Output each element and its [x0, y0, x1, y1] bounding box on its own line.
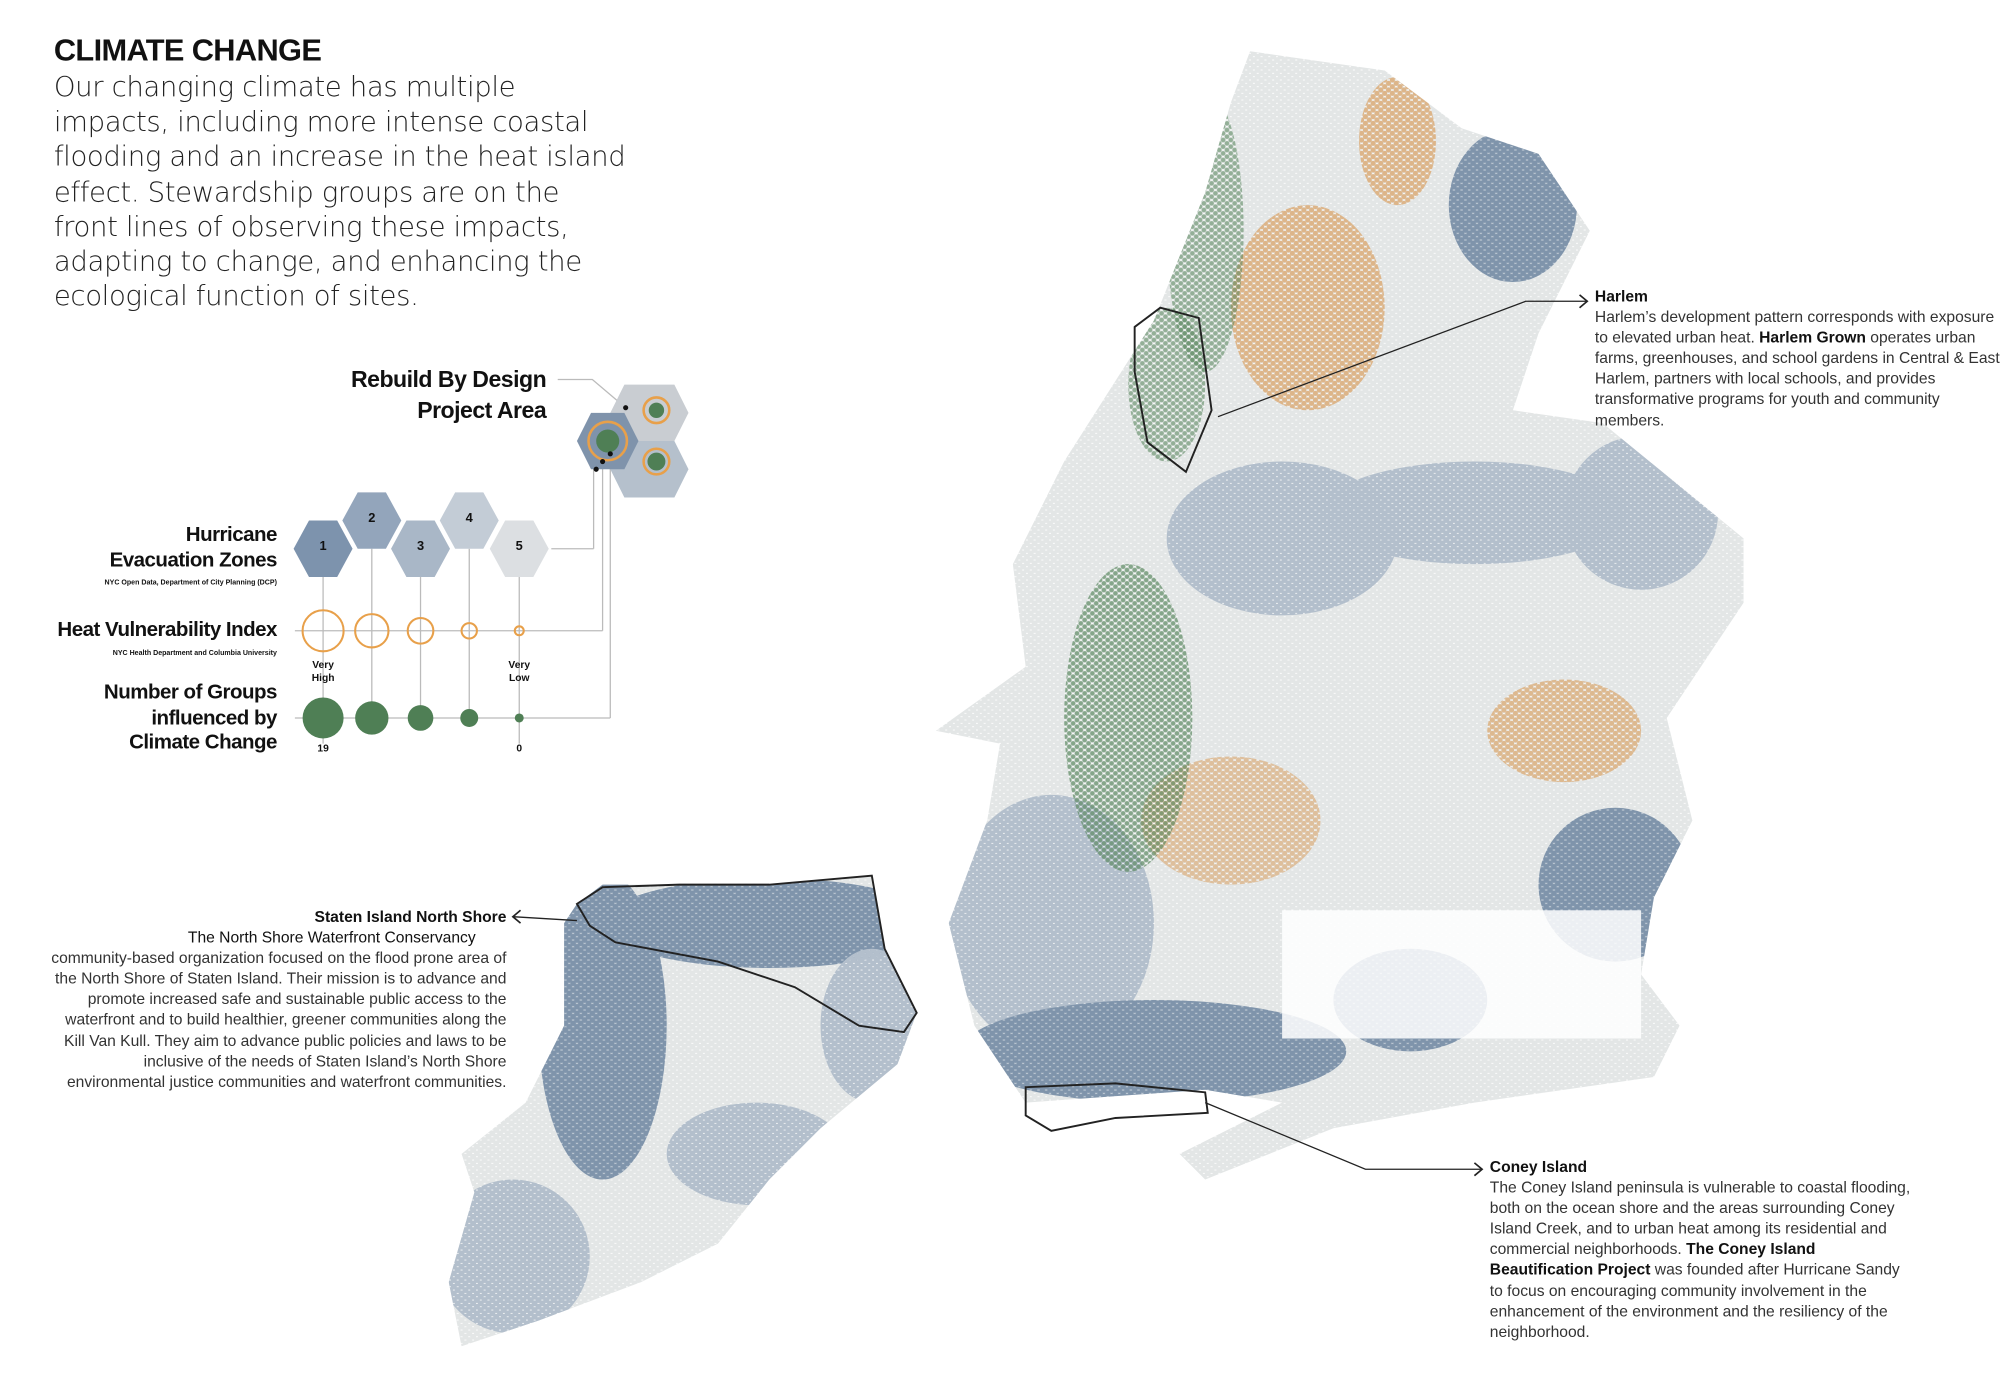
coney-text: The Coney Island peninsula is vulnerable… [1489, 1178, 1911, 1259]
staten-island [448, 875, 917, 1347]
zone-5-hex [489, 520, 549, 577]
zone-5-label: 5 [515, 539, 523, 554]
hurricane-zones-label: Hurricane Evacuation Zones [109, 523, 278, 573]
coney-org: The Coney Island Beautification Project [1489, 1240, 1816, 1279]
zone-4-label: 4 [465, 511, 473, 526]
arrow-left-icon [511, 909, 522, 924]
groups-line-1: Number of Groups [103, 682, 278, 704]
zone-1-label: 1 [319, 539, 327, 554]
page-title: CLIMATE CHANGE [53, 33, 322, 68]
groups-min-label: 0 [516, 742, 523, 754]
harlem-text: Harlem’s development pattern corresponds… [1594, 307, 1995, 347]
harlem-leader-line [1217, 300, 1588, 418]
rebuild-line-1: Rebuild By Design [350, 366, 547, 393]
zone-3-label: 3 [416, 539, 425, 554]
group-count-circles [302, 697, 524, 739]
zone-1-hex [293, 520, 353, 577]
staten-org: The North Shore Waterfront Conservancy [187, 928, 476, 947]
harlem-outline [1133, 306, 1213, 474]
harlem-title: Harlem [1594, 287, 1648, 306]
legend-graphic [294, 378, 627, 744]
groups-label: Number of Groups influenced by Climate Cha… [103, 681, 278, 756]
zone-2-label: 2 [368, 511, 376, 526]
heat-vulnerability-circles [301, 609, 525, 653]
zone-2-hex [342, 492, 402, 549]
staten-callout: Staten Island North Shore The North Shor… [45, 906, 507, 1092]
groups-line-3: Climate Change [129, 732, 277, 754]
hurricane-line-2: Evacuation Zones [109, 549, 278, 572]
coney-title: Coney Island [1489, 1157, 1588, 1176]
coney-callout: Coney Island The Coney Island peninsula … [1490, 1156, 1913, 1342]
heat-source: NYC Health Department and Columbia Unive… [112, 650, 277, 658]
harlem-text-2: operates urban farms, greenhouses, and s… [1594, 328, 2000, 429]
harlem-callout: Harlem Harlem’s development pattern corr… [1595, 286, 2000, 430]
groups-max-label: 19 [317, 742, 329, 754]
very-low-label: Very Low [508, 658, 531, 684]
hurricane-line-1: Hurricane [185, 524, 278, 547]
staten-title: Staten Island North Shore [314, 907, 507, 926]
harlem-org: Harlem Grown [1759, 328, 1866, 347]
intro-text: Our changing climate has multiple impact… [53, 71, 626, 314]
zone-4-hex [439, 492, 499, 549]
zone-3-hex [391, 520, 451, 577]
very-high-label: Very High [311, 658, 335, 684]
coney-leader-line [1204, 1102, 1481, 1170]
staten-leader-line [512, 916, 577, 922]
rebuild-line-2: Project Area [417, 397, 547, 424]
arrow-right-icon [1579, 294, 1589, 309]
heat-index-label: Heat Vulnerability Index [57, 619, 277, 642]
groups-line-2: influenced by [151, 707, 277, 729]
hurricane-source: NYC Open Data, Department of City Planni… [104, 579, 277, 588]
staten-north-shore-outline [575, 874, 918, 1034]
arrow-right-icon [1473, 1162, 1484, 1177]
rebuild-by-design-label: Rebuild By Design Project Area [350, 364, 547, 426]
coney-text-2: was founded after Hurricane Sandy to foc… [1489, 1260, 1900, 1341]
staten-text: community-based organization focused on … [51, 948, 507, 1091]
coney-island-outline [1024, 1082, 1209, 1132]
rebuild-hex-cluster [576, 384, 689, 498]
main-boroughs [935, 51, 1744, 1180]
evacuation-zone-hexes [293, 492, 549, 577]
